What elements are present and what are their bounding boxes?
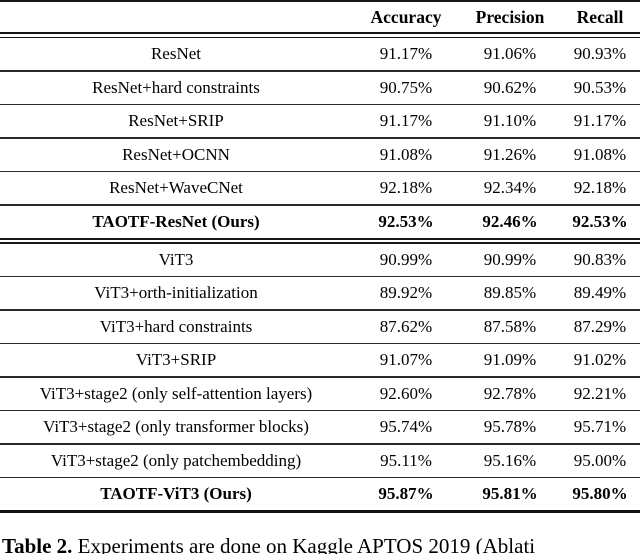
row-divider-rule (0, 309, 640, 311)
accuracy-cell: 87.62% (379, 316, 433, 336)
row-divider-rule (0, 476, 640, 479)
recall-cell: 92.21% (573, 383, 627, 403)
accuracy-cell: 90.75% (379, 77, 433, 97)
accuracy-cell: 95.87% (378, 484, 434, 504)
model-name-cell: ViT3 (158, 249, 194, 269)
table-row: TAOTF-ViT3 (Ours) 95.87% 95.81% 95.80% (0, 478, 640, 510)
accuracy-cell: 91.07% (379, 350, 433, 370)
recall-cell: 90.93% (573, 44, 627, 64)
table-header-row: Accuracy Precision Recall (0, 2, 640, 32)
recall-cell: 90.83% (573, 249, 627, 269)
row-divider-rule (0, 170, 640, 173)
accuracy-cell: 92.60% (379, 383, 433, 403)
table-bottom-rule (0, 510, 640, 514)
accuracy-cell: 91.08% (379, 144, 433, 164)
recall-cell: 95.71% (573, 417, 627, 437)
model-name-cell: ResNet+WaveCNet (109, 178, 243, 198)
table-row: ViT3+stage2 (only patchembedding) 95.11% 9… (0, 445, 640, 477)
recall-cell: 91.02% (573, 350, 627, 370)
model-name-cell: ViT3+orth-initialization (94, 283, 258, 303)
row-divider-rule (0, 103, 640, 106)
precision-cell: 92.46% (482, 211, 538, 231)
table-caption: Table 2. Experiments are done on Kaggle … (0, 534, 640, 554)
row-divider-rule (0, 342, 640, 345)
table-row: ViT3+SRIP 91.07% 91.09% 91.02% (0, 344, 640, 376)
recall-cell: 95.00% (573, 450, 627, 470)
precision-cell: 91.09% (483, 350, 537, 370)
table-row: ResNet+SRIP 91.17% 91.10% 91.17% (0, 105, 640, 137)
table-row: ViT3+stage2 (only transformer blocks) 95.… (0, 411, 640, 443)
recall-cell: 92.53% (572, 211, 628, 231)
precision-cell: 90.99% (483, 249, 537, 269)
accuracy-cell: 92.53% (378, 211, 434, 231)
row-divider-rule (0, 275, 640, 278)
accuracy-cell: 91.17% (379, 44, 433, 64)
recall-cell: 91.08% (573, 144, 627, 164)
header-precision: Precision (475, 6, 545, 27)
table-row: ViT3 90.99% 90.99% 90.83% (0, 244, 640, 276)
model-name-cell: ResNet+hard constraints (92, 77, 260, 97)
row-divider-rule (0, 70, 640, 72)
row-divider-rule (0, 376, 640, 378)
row-divider-rule (0, 204, 640, 206)
accuracy-cell: 90.99% (379, 249, 433, 269)
accuracy-cell: 92.18% (379, 178, 433, 198)
recall-cell: 92.18% (573, 178, 627, 198)
model-name-cell: ResNet+OCNN (122, 144, 230, 164)
model-name-cell: ResNet (150, 44, 202, 64)
accuracy-cell: 89.92% (379, 283, 433, 303)
resnet-section: ResNet 91.17% 91.06% 90.93% ResNet+hard cons… (0, 38, 640, 238)
precision-cell: 87.58% (483, 316, 537, 336)
model-name-cell: ViT3+stage2 (only patchembedding) (50, 450, 302, 470)
caption-label: Table 2. (2, 534, 73, 554)
row-divider-rule (0, 409, 640, 412)
precision-cell: 91.26% (483, 144, 537, 164)
precision-cell: 91.10% (483, 111, 537, 131)
model-name-cell: TAOTF-ViT3 (Ours) (100, 484, 252, 504)
recall-cell: 89.49% (573, 283, 627, 303)
precision-cell: 95.78% (483, 417, 537, 437)
precision-cell: 89.85% (483, 283, 537, 303)
recall-cell: 87.29% (573, 316, 627, 336)
recall-cell: 95.80% (572, 484, 628, 504)
accuracy-cell: 95.11% (380, 450, 432, 470)
model-name-cell: ViT3+stage2 (only transformer blocks) (43, 417, 309, 437)
table-row: ResNet 91.17% 91.06% 90.93% (0, 38, 640, 70)
model-name-cell: ResNet+SRIP (128, 111, 224, 131)
accuracy-cell: 91.17% (379, 111, 433, 131)
section-divider-double-rule (0, 237, 640, 244)
header-double-rule (0, 32, 640, 39)
accuracy-cell: 95.74% (379, 417, 433, 437)
row-divider-rule (0, 137, 640, 139)
precision-cell: 90.62% (483, 77, 537, 97)
table-row: ResNet+WaveCNet 92.18% 92.34% 92.18% (0, 172, 640, 204)
precision-cell: 95.16% (483, 450, 537, 470)
model-name-cell: ViT3+stage2 (only self-attention layers) (39, 383, 313, 403)
recall-cell: 91.17% (573, 111, 627, 131)
precision-cell: 92.78% (483, 383, 537, 403)
table-row: ViT3+orth-initialization 89.92% 89.85% 89.4… (0, 277, 640, 309)
vit3-section: ViT3 90.99% 90.99% 90.83% ViT3+orth-initiali… (0, 244, 640, 511)
recall-cell: 90.53% (573, 77, 627, 97)
table-row: ViT3+stage2 (only self-attention layers)… (0, 378, 640, 410)
table-row: ResNet+hard constraints 90.75% 90.62% 90.53… (0, 72, 640, 104)
model-name-cell: ViT3+SRIP (135, 350, 217, 370)
table-row: TAOTF-ResNet (Ours) 92.53% 92.46% 92.53% (0, 206, 640, 238)
precision-cell: 92.34% (483, 178, 537, 198)
header-recall: Recall (576, 6, 624, 27)
header-accuracy: Accuracy (370, 6, 442, 27)
precision-cell: 91.06% (483, 44, 537, 64)
table-top-rule (0, 0, 640, 2)
results-table: Accuracy Precision Recall ResNet 91.17% 91… (0, 0, 640, 514)
model-name-cell: ViT3+hard constraints (99, 316, 253, 336)
caption-text: Experiments are done on Kaggle APTOS 201… (77, 534, 536, 554)
model-name-cell: TAOTF-ResNet (Ours) (92, 211, 260, 231)
row-divider-rule (0, 443, 640, 445)
table-row: ViT3+hard constraints 87.62% 87.58% 87.29% (0, 311, 640, 343)
table-row: ResNet+OCNN 91.08% 91.26% 91.08% (0, 139, 640, 171)
precision-cell: 95.81% (482, 484, 538, 504)
